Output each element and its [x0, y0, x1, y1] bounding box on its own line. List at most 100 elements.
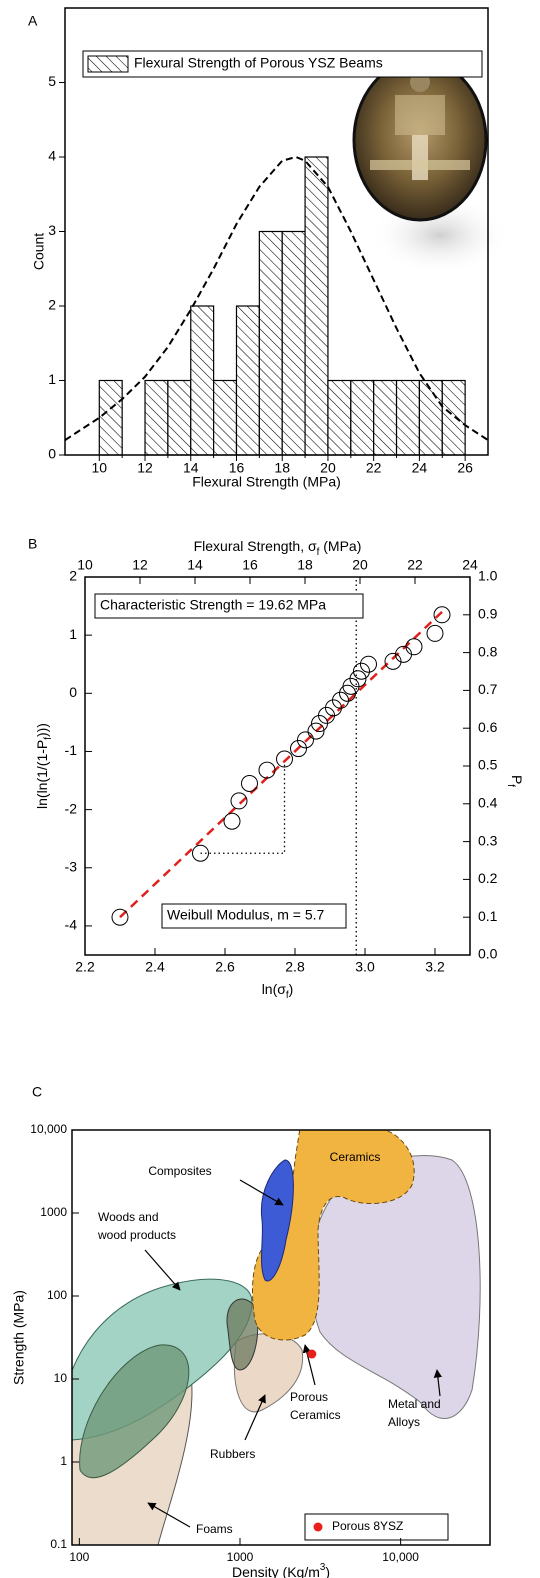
bar	[167, 379, 192, 456]
x-tick-label: 3.2	[425, 959, 445, 975]
bar	[190, 305, 215, 456]
annotation-box	[161, 903, 347, 929]
y-tick-label: 0.1	[50, 1537, 67, 1551]
y2-tick-label: 0.1	[478, 908, 498, 924]
bar	[281, 230, 306, 456]
bar	[98, 379, 123, 456]
region-arrows	[144, 1179, 443, 1528]
plot-frame	[84, 576, 471, 956]
y2-tick-label: 0.9	[478, 606, 498, 622]
y2-tick-label: 0.5	[478, 757, 498, 773]
data-point	[223, 812, 241, 830]
data-point	[349, 670, 367, 688]
legend-swatch	[87, 55, 129, 73]
x-axis-label: Flexural Strength (MPa)	[192, 474, 341, 490]
y-axis-label: ln(ln(1/(1-Pf)))	[34, 723, 54, 809]
x-tick-label: 14	[183, 460, 199, 476]
x2-tick-label: 14	[187, 557, 203, 573]
inset-photo	[352, 58, 510, 275]
label-part: f	[286, 990, 289, 1001]
region-label: Alloys	[388, 1415, 420, 1429]
y2-tick-label: 1.0	[478, 568, 498, 584]
region-label: Rubbers	[210, 1447, 255, 1461]
y-tick-label: -3	[65, 858, 78, 874]
x2-tick-label: 20	[352, 557, 368, 573]
legend-marker	[313, 1522, 323, 1532]
data-point	[192, 844, 209, 862]
y2-axis-label: Pf	[505, 775, 525, 787]
x-tick-label: 3.0	[355, 959, 375, 975]
data-point	[307, 1349, 317, 1359]
legend-box	[82, 50, 483, 78]
label-part: f	[43, 737, 54, 740]
x-tick-label: 24	[412, 460, 428, 476]
x2-tick-label: 12	[132, 557, 148, 573]
x-tick-label: 10,000	[382, 1550, 419, 1564]
label-part: Flexural Strength, σ	[194, 538, 317, 554]
label-part: ln(ln(1/(1-P	[34, 740, 50, 809]
x-tick-label: 1000	[227, 1550, 254, 1564]
label-part: )	[325, 1564, 330, 1578]
x2-axis-label: Flexural Strength, σf (MPa)	[194, 538, 362, 558]
x-tick-label: 20	[320, 460, 336, 476]
x-tick-label: 22	[366, 460, 382, 476]
y-tick-label: 4	[48, 148, 56, 164]
bar	[304, 156, 329, 456]
annotation: Characteristic Strength = 19.62 MPa	[100, 597, 326, 613]
label-part: )	[289, 981, 294, 997]
bar	[213, 379, 238, 456]
y-tick-label: -2	[65, 800, 78, 816]
label-part: )))	[34, 723, 50, 737]
y2-tick-label: 0.4	[478, 795, 498, 811]
y-tick-label: 1	[48, 371, 56, 387]
y-tick-label: 1	[69, 626, 77, 642]
x2-tick-label: 16	[242, 557, 258, 573]
x-tick-label: 10	[92, 460, 108, 476]
y2-tick-label: 0.8	[478, 643, 498, 659]
data-point	[384, 652, 402, 670]
data-point	[433, 606, 451, 624]
data-point	[241, 774, 258, 792]
region-label: wood products	[97, 1228, 176, 1242]
data-point	[426, 624, 444, 642]
panel-label: C	[32, 1084, 42, 1100]
annotation: Weibull Modulus, m = 5.7	[167, 907, 325, 923]
label-part: ln(σ	[262, 981, 287, 997]
panel-label: A	[28, 13, 38, 29]
bar	[441, 379, 466, 456]
legend-box	[304, 1513, 449, 1541]
data-point	[405, 638, 423, 656]
label-part: 3	[320, 1562, 326, 1573]
data-point	[290, 740, 307, 758]
label-part: Density (Kg/m	[232, 1564, 320, 1578]
label-part: f	[317, 547, 320, 558]
annotation-box	[94, 593, 364, 619]
bar	[418, 379, 443, 456]
data-point	[297, 731, 314, 749]
y-tick-label: 1000	[40, 1205, 67, 1219]
y2-tick-label: 0.0	[478, 946, 498, 962]
x-tick-label: 2.4	[145, 959, 165, 975]
bar	[373, 379, 398, 456]
x2-tick-label: 10	[77, 557, 93, 573]
y-tick-label: 3	[48, 222, 56, 238]
bar	[258, 230, 283, 456]
data-point	[307, 722, 325, 740]
y-tick-label: -1	[65, 742, 78, 758]
x-tick-label: 100	[69, 1550, 89, 1564]
property-regions	[72, 1130, 481, 1545]
data-point	[360, 655, 377, 673]
y-tick-label: 5	[48, 73, 56, 89]
x-tick-label: 26	[457, 460, 473, 476]
y-tick-label: 100	[47, 1288, 67, 1302]
y-axis-label: Count	[31, 233, 47, 270]
x2-tick-label: 18	[297, 557, 313, 573]
y-tick-label: 1	[60, 1454, 67, 1468]
region-label: Composites	[148, 1164, 211, 1178]
data-point	[111, 908, 129, 926]
guide-line	[200, 759, 286, 854]
legend-label: Flexural Strength of Porous YSZ Beams	[134, 55, 383, 71]
x-tick-label: 12	[137, 460, 153, 476]
x2-tick-label: 22	[407, 557, 423, 573]
